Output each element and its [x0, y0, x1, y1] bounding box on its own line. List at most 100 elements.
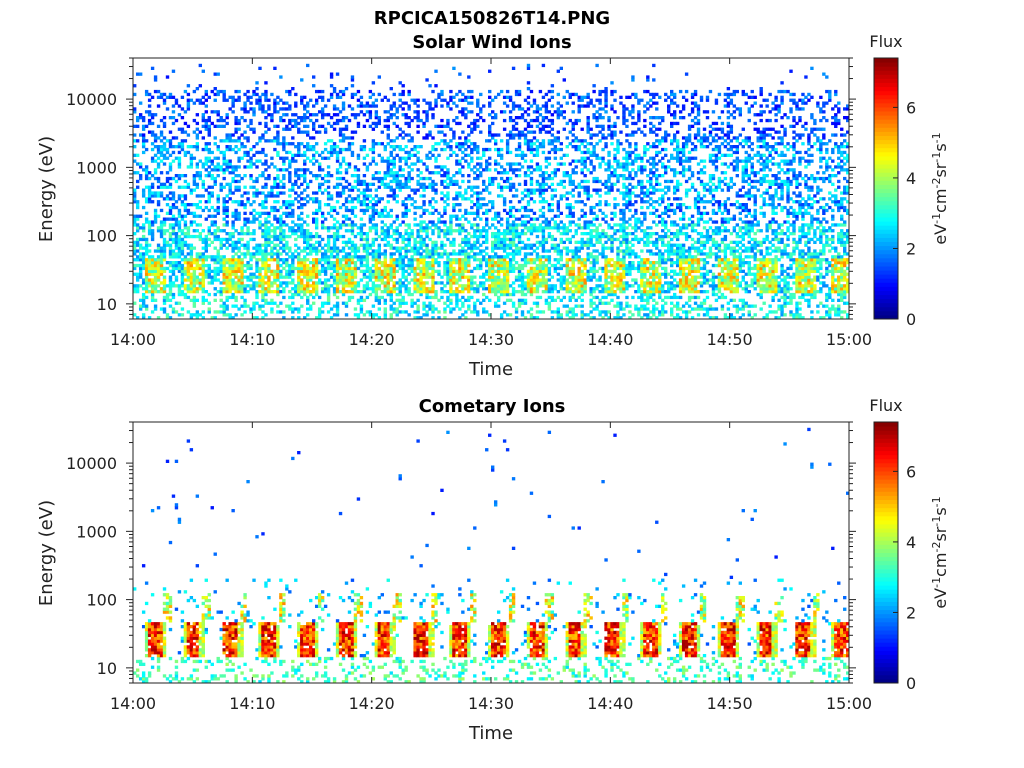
- heatmap-cell: [135, 153, 140, 157]
- heatmap-cell: [532, 191, 537, 195]
- heatmap-cell: [174, 217, 179, 221]
- heatmap-cell: [461, 174, 465, 178]
- heatmap-cell: [135, 249, 140, 253]
- heatmap-cell: [335, 95, 340, 99]
- heatmap-cell: [264, 110, 268, 114]
- heatmap-cell: [273, 226, 277, 230]
- heatmap-cell: [147, 290, 152, 294]
- heatmap-cell: [279, 116, 283, 120]
- heatmap-cell: [389, 234, 393, 239]
- heatmap-cell: [401, 174, 405, 178]
- heatmap-cell: [398, 278, 402, 282]
- heatmap-cell: [219, 269, 223, 273]
- heatmap-cell: [165, 261, 170, 265]
- heatmap-cell: [168, 116, 173, 120]
- heatmap-cell: [437, 232, 441, 236]
- heatmap-cell: [165, 147, 170, 152]
- heatmap-cell: [511, 104, 516, 108]
- heatmap-cell: [312, 220, 316, 224]
- heatmap-cell: [407, 243, 411, 247]
- heatmap-cell: [431, 266, 435, 271]
- heatmap-cell: [303, 263, 307, 268]
- heatmap-cell: [180, 174, 185, 178]
- heatmap-cell: [183, 185, 188, 189]
- heatmap-cell: [189, 162, 194, 166]
- heatmap-cell: [147, 104, 152, 108]
- heatmap-cell: [231, 246, 235, 250]
- heatmap-cell: [213, 214, 217, 218]
- heatmap-cell: [508, 246, 513, 250]
- heatmap-cell: [520, 298, 525, 302]
- heatmap-cell: [452, 240, 456, 244]
- heatmap-cell: [491, 200, 495, 204]
- heatmap-cell: [240, 263, 244, 268]
- heatmap-cell: [344, 205, 349, 210]
- heatmap-cell: [168, 243, 173, 247]
- heatmap-cell: [168, 217, 173, 221]
- heatmap-cell: [449, 272, 453, 276]
- heatmap-cell: [317, 316, 322, 320]
- heatmap-cell: [446, 272, 450, 276]
- heatmap-cell: [288, 281, 292, 285]
- heatmap-cell: [479, 165, 483, 169]
- heatmap-cell: [383, 298, 387, 302]
- heatmap-cell: [470, 110, 474, 114]
- heatmap-cell: [392, 171, 396, 175]
- heatmap-cell: [207, 307, 211, 311]
- heatmap-cell: [335, 269, 340, 273]
- heatmap-cell: [407, 240, 411, 244]
- heatmap-cell: [496, 269, 501, 273]
- heatmap-cell: [470, 205, 474, 210]
- heatmap-cell: [335, 258, 340, 262]
- heatmap-cell: [344, 162, 349, 166]
- heatmap-cell: [496, 298, 501, 302]
- heatmap-cell: [261, 304, 265, 308]
- heatmap-cell: [353, 179, 358, 184]
- heatmap-cell: [514, 252, 519, 256]
- heatmap-cell: [374, 194, 379, 198]
- heatmap-cell: [228, 269, 232, 273]
- heatmap-cell: [404, 150, 408, 155]
- heatmap-cell: [288, 176, 292, 181]
- heatmap-cell: [201, 272, 205, 276]
- heatmap-cell: [306, 200, 310, 204]
- heatmap-cell: [141, 229, 146, 233]
- heatmap-cell: [326, 121, 331, 126]
- heatmap-cell: [341, 127, 346, 131]
- heatmap-cell: [482, 104, 486, 108]
- heatmap-cell: [493, 159, 498, 163]
- heatmap-cell: [228, 263, 232, 268]
- heatmap-cell: [264, 185, 268, 189]
- heatmap-cell: [520, 116, 525, 120]
- heatmap-cell: [249, 237, 253, 242]
- heatmap-cell: [371, 290, 376, 294]
- heatmap-cell: [159, 246, 164, 250]
- heatmap-cell: [520, 165, 525, 169]
- heatmap-cell: [517, 168, 522, 172]
- heatmap-cell: [168, 142, 173, 146]
- heatmap-cell: [541, 214, 546, 218]
- heatmap-cell: [461, 197, 465, 201]
- heatmap-cell: [300, 191, 304, 195]
- heatmap-cell: [464, 243, 468, 247]
- heatmap-cell: [180, 307, 185, 311]
- heatmap-cell: [264, 298, 268, 302]
- heatmap-cell: [404, 310, 408, 314]
- heatmap-cell: [285, 243, 289, 247]
- heatmap-cell: [353, 116, 358, 120]
- heatmap-cell: [332, 266, 337, 271]
- heatmap-cell: [150, 223, 155, 227]
- heatmap-cell: [455, 290, 459, 294]
- heatmap-cell: [523, 136, 528, 140]
- heatmap-cell: [210, 185, 214, 189]
- heatmap-cell: [499, 246, 504, 250]
- heatmap-cell: [544, 272, 549, 276]
- heatmap-cell: [261, 263, 265, 268]
- heatmap-cell: [380, 130, 384, 134]
- heatmap-cell: [344, 243, 349, 247]
- heatmap-cell: [493, 214, 498, 218]
- heatmap-cell: [168, 281, 173, 285]
- heatmap-cell: [252, 237, 256, 242]
- heatmap-cell: [434, 156, 438, 160]
- heatmap-cell: [133, 200, 137, 204]
